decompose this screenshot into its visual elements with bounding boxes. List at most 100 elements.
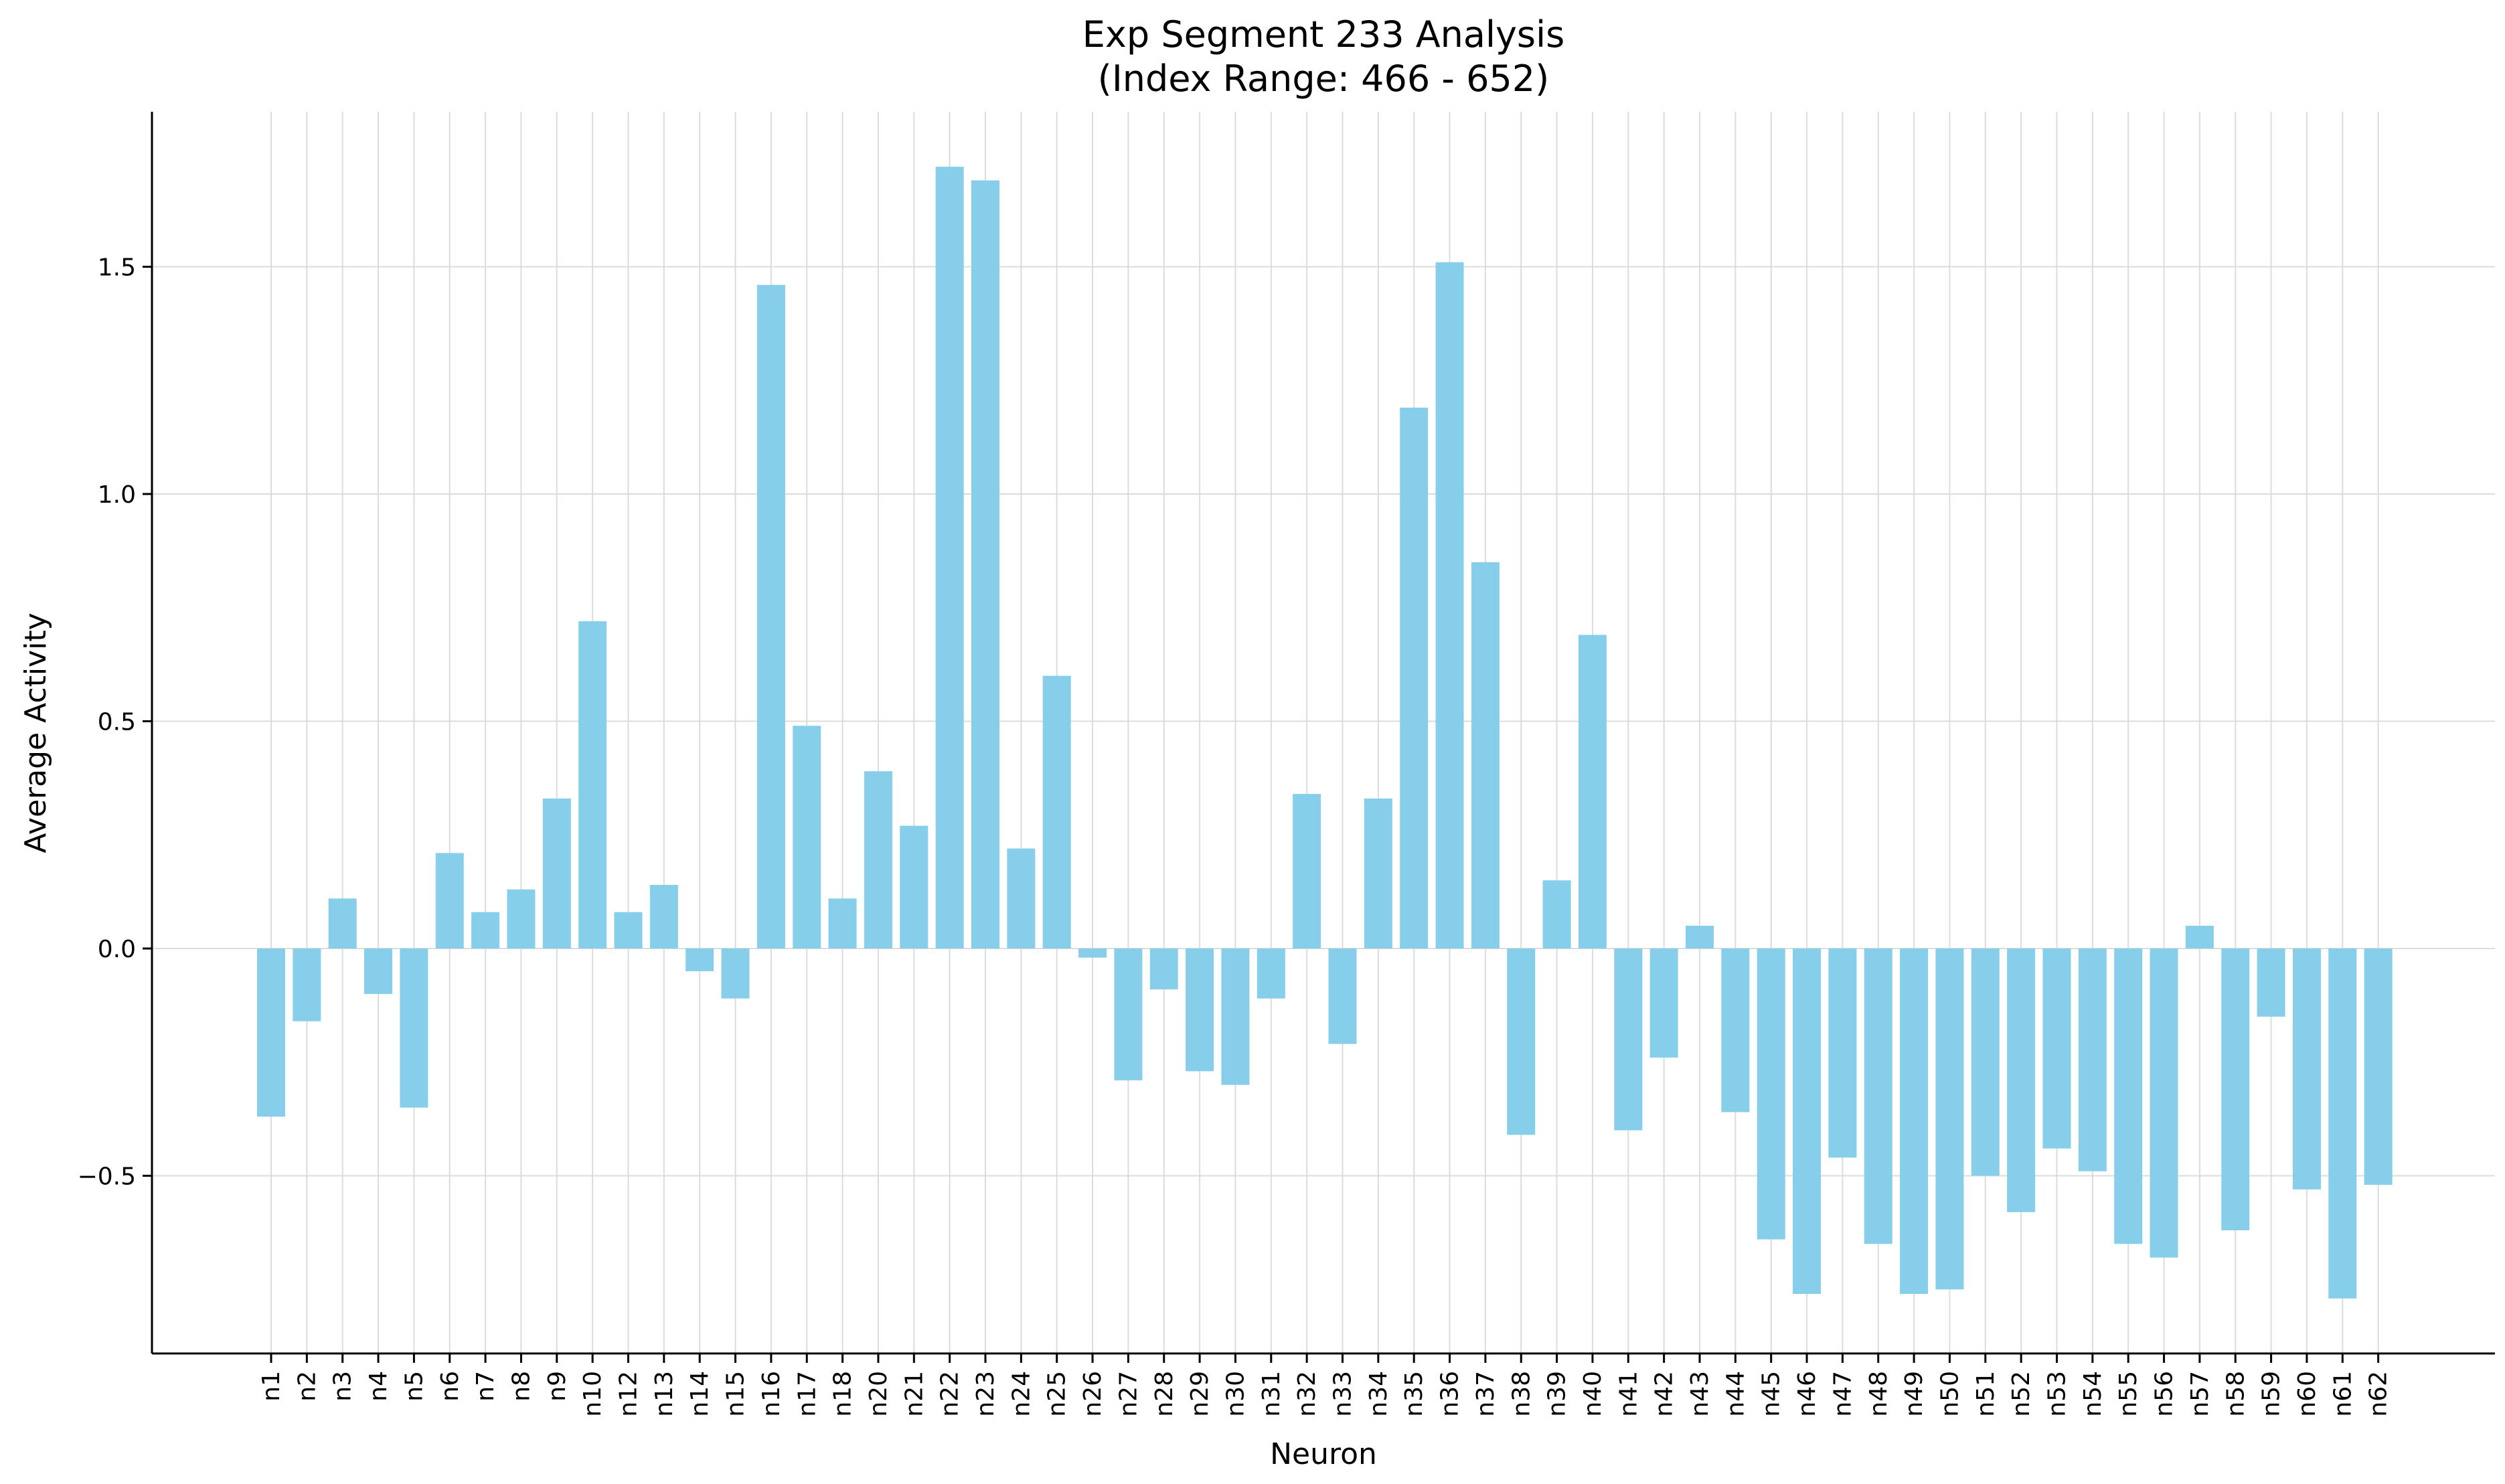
x-tick-label: n52 [2008, 1371, 2035, 1417]
x-tick-label: n61 [2329, 1371, 2356, 1417]
x-tick-label: n41 [1615, 1371, 1642, 1417]
x-tick-label: n13 [651, 1371, 678, 1417]
x-tick-label: n2 [293, 1371, 321, 1402]
bar-n61 [2328, 949, 2357, 1299]
x-tick-label: n30 [1222, 1371, 1249, 1417]
bar-n24 [1007, 848, 1036, 949]
bar-n62 [2364, 949, 2393, 1185]
x-tick-label: n7 [472, 1371, 499, 1402]
x-tick-label: n5 [400, 1371, 428, 1402]
y-tick-label: 0.0 [98, 936, 136, 963]
x-tick-label: n42 [1651, 1371, 1678, 1417]
x-tick-label: n43 [1686, 1371, 1714, 1417]
x-tick-label: n28 [1151, 1371, 1178, 1417]
x-tick-label: n3 [329, 1371, 357, 1402]
x-tick-label: n22 [937, 1371, 964, 1417]
bar-n44 [1721, 949, 1750, 1112]
x-tick-label: n6 [436, 1371, 464, 1402]
bar-n26 [1078, 949, 1107, 958]
y-tick-label: −0.5 [78, 1163, 136, 1191]
x-tick-label: n36 [1437, 1371, 1464, 1417]
bar-n12 [614, 912, 643, 949]
bar-n8 [507, 889, 536, 949]
x-tick-label: n40 [1579, 1371, 1607, 1417]
x-tick-label: n18 [829, 1371, 857, 1417]
bar-n59 [2257, 949, 2285, 1017]
bar-n21 [900, 825, 928, 949]
x-tick-label: n14 [686, 1371, 714, 1417]
bar-n35 [1400, 407, 1429, 949]
x-axis-label: Neuron [1270, 1437, 1377, 1471]
x-tick-label: n23 [972, 1371, 999, 1417]
x-tick-label: n58 [2222, 1371, 2249, 1417]
y-tick-label: 1.5 [98, 254, 136, 282]
bar-n9 [542, 798, 571, 949]
bar-n16 [756, 284, 785, 949]
x-tick-label: n62 [2365, 1371, 2393, 1417]
x-tick-label: n1 [258, 1371, 285, 1402]
bar-n37 [1471, 562, 1500, 949]
x-tick-label: n21 [900, 1371, 928, 1417]
x-tick-label: n37 [1472, 1371, 1500, 1417]
bar-n52 [2007, 949, 2036, 1212]
bar-n2 [293, 949, 321, 1021]
x-tick-label: n25 [1044, 1371, 1071, 1417]
x-tick-label: n53 [2044, 1371, 2071, 1417]
bar-n3 [328, 898, 357, 949]
x-tick-label: n49 [1901, 1371, 1928, 1417]
bar-n13 [649, 884, 678, 949]
bar-n42 [1649, 949, 1678, 1058]
bar-n48 [1864, 949, 1892, 1244]
bar-n18 [828, 898, 857, 949]
axis-layer [151, 112, 2495, 1355]
bar-n39 [1542, 880, 1571, 949]
bar-n31 [1257, 949, 1285, 999]
x-tick-label: n12 [615, 1371, 643, 1417]
x-tick-label: n51 [1972, 1371, 2000, 1417]
bar-n27 [1114, 949, 1143, 1080]
x-tick-label: n50 [1936, 1371, 1963, 1417]
bar-n46 [1793, 949, 1822, 1295]
x-tick-label: n26 [1079, 1371, 1107, 1417]
x-tick-label: n55 [2115, 1371, 2142, 1417]
x-tick-label: n24 [1007, 1371, 1035, 1417]
bar-n50 [1935, 949, 1964, 1290]
bar-n28 [1149, 949, 1178, 990]
x-tick-label: n17 [793, 1371, 821, 1417]
bar-n7 [471, 912, 500, 949]
bar-n33 [1328, 949, 1357, 1044]
bar-n40 [1578, 635, 1607, 949]
bar-n10 [578, 621, 607, 949]
y-tick-layer: −0.5 0.0 0.5 1.0 1.5 [78, 254, 152, 1191]
bar-n41 [1614, 949, 1643, 1131]
bar-n17 [793, 726, 821, 949]
bar-n15 [721, 949, 750, 999]
x-tick-label: n27 [1115, 1371, 1142, 1417]
bar-n60 [2292, 949, 2321, 1189]
x-tick-label: n34 [1365, 1371, 1392, 1417]
x-tick-layer: n1 n2 n3 n4 n5 n6 n7 n8 n9 n10 n12 n13 n14 n15 n16 n17 n… [258, 1353, 2393, 1417]
bar-n29 [1186, 949, 1214, 1072]
x-tick-label: n35 [1400, 1371, 1428, 1417]
x-tick-label: n47 [1829, 1371, 1856, 1417]
x-tick-label: n4 [365, 1371, 392, 1402]
chart-subtitle: (Index Range: 466 - 652) [1098, 58, 1549, 100]
bar-n38 [1507, 949, 1536, 1135]
x-tick-label: n60 [2293, 1371, 2321, 1417]
bar-n23 [971, 180, 999, 949]
bar-n45 [1757, 949, 1785, 1240]
bar-n34 [1364, 798, 1392, 949]
bar-n56 [2150, 949, 2178, 1258]
bar-n4 [364, 949, 393, 994]
x-tick-label: n54 [2079, 1371, 2107, 1417]
bar-n1 [257, 949, 285, 1117]
x-tick-label: n59 [2258, 1371, 2285, 1417]
bar-n43 [1686, 926, 1714, 949]
bar-n58 [2221, 949, 2250, 1230]
x-tick-label: n32 [1293, 1371, 1321, 1417]
x-tick-label: n38 [1508, 1371, 1535, 1417]
x-tick-label: n33 [1329, 1371, 1357, 1417]
x-tick-label: n16 [758, 1371, 785, 1417]
